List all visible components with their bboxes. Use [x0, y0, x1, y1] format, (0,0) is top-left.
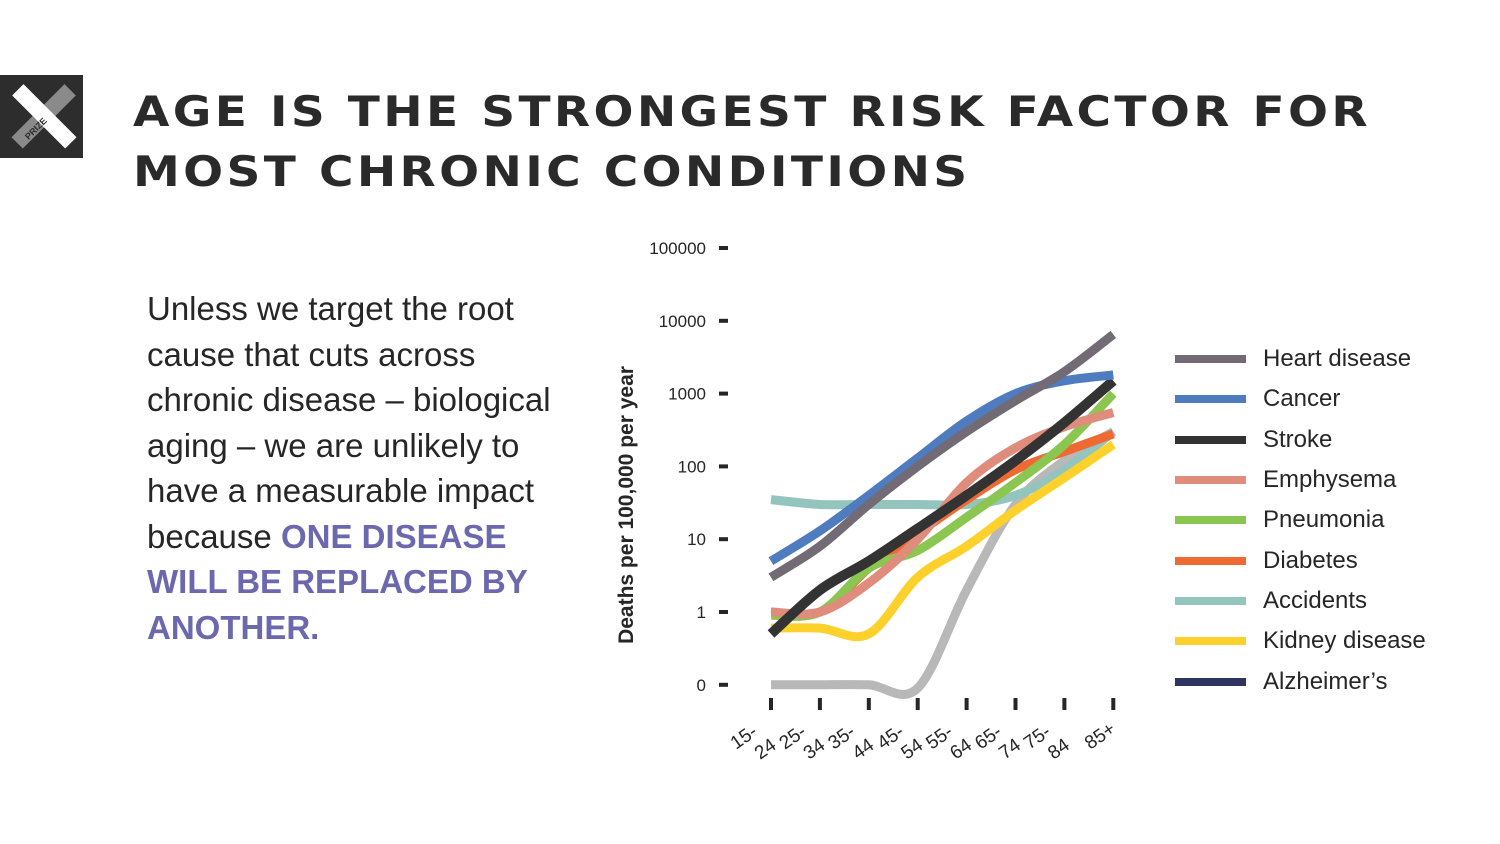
legend-swatch: [1175, 476, 1246, 485]
y-tick-mark: [719, 537, 728, 542]
x-tick-mark: [1111, 698, 1116, 710]
y-tick-label: 100000: [649, 239, 706, 258]
chart-legend: Heart disease Cancer Stroke Emphysema Pneumo…: [1175, 339, 1426, 702]
legend-label: Alzheimer’s: [1263, 667, 1388, 695]
legend-item: Heart disease: [1175, 339, 1426, 379]
page-title: AGE IS THE STRONGEST RISK FACTOR FOR MOS…: [133, 82, 1371, 202]
x-tick-mark: [817, 698, 822, 710]
y-tick-mark: [719, 610, 728, 614]
y-tick-label: 100: [678, 457, 706, 476]
y-tick-mark: [719, 464, 728, 469]
x-tick-label: 25-34: [776, 716, 830, 772]
y-axis-label: Deaths per 100,000 per year: [615, 366, 638, 644]
legend-swatch: [1175, 596, 1246, 605]
y-tick-label: 1000: [668, 385, 706, 404]
y-tick-label: 10: [687, 530, 706, 549]
y-tick-label: 0: [697, 676, 706, 695]
body-paragraph: Unless we target the root cause that cut…: [147, 286, 567, 650]
legend-label: Pneumonia: [1263, 506, 1385, 534]
legend-item: Stroke: [1175, 420, 1426, 460]
legend-label: Cancer: [1263, 385, 1341, 413]
legend-swatch: [1175, 677, 1246, 686]
legend-item: Accidents: [1175, 581, 1426, 621]
x-tick-label: 15-24: [727, 716, 781, 772]
xprize-logo: PRIZE: [0, 75, 83, 158]
legend-swatch: [1175, 435, 1246, 444]
x-tick-mark: [964, 698, 969, 710]
legend-label: Kidney disease: [1263, 627, 1426, 655]
legend-swatch: [1175, 395, 1246, 404]
y-tick-label: 1: [697, 603, 706, 622]
x-prize-icon: PRIZE: [11, 84, 77, 149]
legend-item: Cancer: [1175, 379, 1426, 419]
series-lines: [767, 330, 1117, 699]
body-plain-text: Unless we target the root cause that cut…: [147, 290, 551, 555]
y-axis: 0 1 10 100 1000 10000 100000: [649, 239, 728, 695]
x-tick-label: 35-44: [825, 716, 879, 772]
legend-swatch: [1175, 556, 1246, 565]
legend-label: Accidents: [1263, 586, 1368, 614]
series-line-alzheimer-s: [771, 427, 1116, 699]
legend-swatch: [1175, 637, 1246, 646]
legend-swatch: [1175, 516, 1246, 525]
legend-swatch: [1175, 355, 1246, 364]
legend-item: Pneumonia: [1175, 500, 1426, 540]
legend-label: Diabetes: [1263, 546, 1358, 574]
x-tick-label: 45-54: [874, 716, 928, 772]
body-highlight-text: ONE DISEASE WILL BE REPLACED BY ANOTHER.: [147, 517, 528, 646]
y-tick-label: 10000: [659, 312, 706, 331]
series-line-cancer: [768, 370, 1114, 565]
x-tick-mark: [1013, 698, 1018, 710]
x-tick-label: 85+: [1081, 718, 1119, 754]
y-tick-mark: [719, 318, 728, 323]
legend-item: Diabetes: [1175, 540, 1426, 580]
title-line-2: MOST CHRONIC CONDITIONS: [133, 147, 971, 196]
legend-item: Kidney disease: [1175, 621, 1426, 661]
y-tick-mark: [719, 682, 728, 687]
x-tick-mark: [915, 698, 920, 710]
legend-label: Stroke: [1263, 425, 1333, 453]
y-tick-mark: [719, 246, 728, 250]
legend-label: Emphysema: [1263, 466, 1397, 494]
x-tick-label: 75-84: [1020, 716, 1074, 772]
x-tick-mark: [1062, 698, 1067, 710]
series-line-heart-disease: [768, 330, 1117, 582]
x-tick-label: 55-64: [922, 716, 976, 772]
series-line-kidney-disease: [770, 440, 1116, 642]
legend-label: Heart disease: [1263, 345, 1412, 373]
y-tick-mark: [719, 391, 728, 396]
title-line-1: AGE IS THE STRONGEST RISK FACTOR FOR: [133, 87, 1371, 136]
legend-item: Emphysema: [1175, 460, 1426, 500]
x-tick-mark: [769, 698, 773, 710]
legend-item: Alzheimer’s: [1175, 661, 1426, 701]
x-tick-label: 65-74: [971, 716, 1025, 772]
series-line-stroke: [767, 376, 1117, 638]
x-tick-mark: [866, 698, 871, 710]
